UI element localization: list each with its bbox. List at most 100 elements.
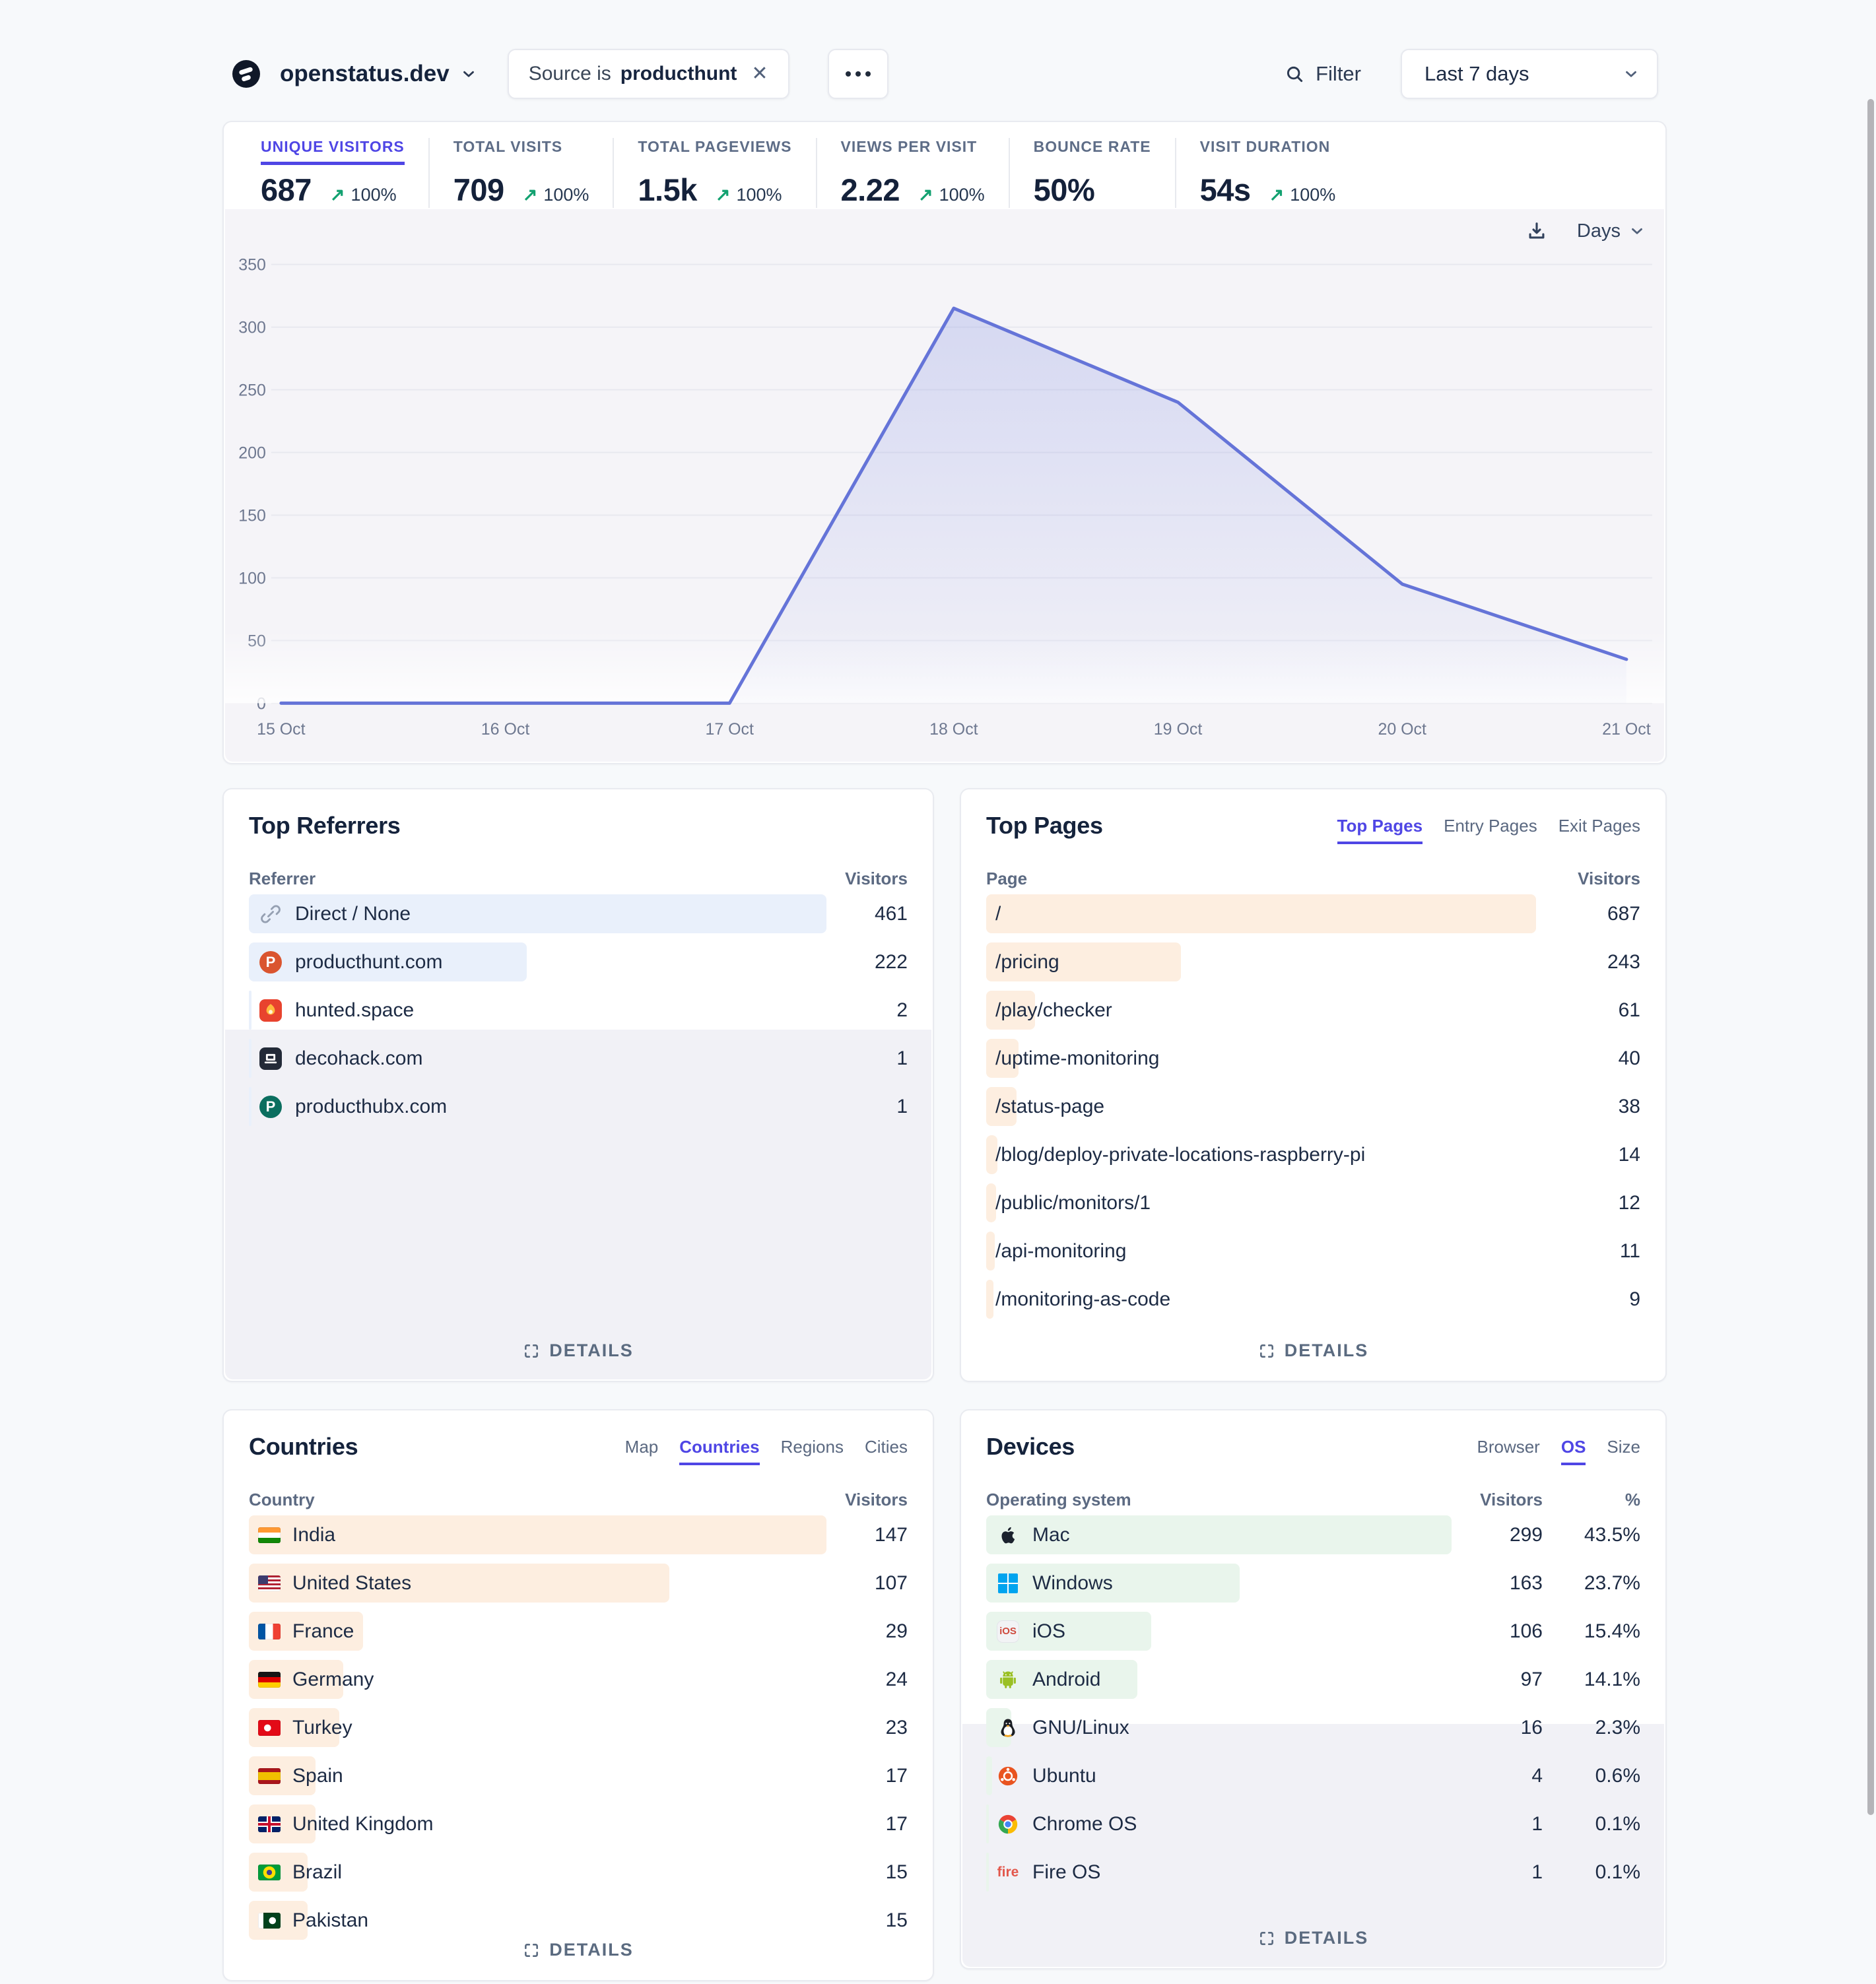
stat-total-pageviews[interactable]: TOTAL PAGEVIEWS 1.5k ↗ 100%: [613, 138, 815, 208]
page-row[interactable]: /pricing 243: [986, 938, 1640, 986]
os-row[interactable]: GNU/Linux 16 2.3%: [986, 1703, 1640, 1752]
us-flag-icon: [258, 1575, 281, 1591]
details-button[interactable]: DETAILS: [224, 1940, 933, 1960]
row-label: Mac: [1032, 1523, 1070, 1546]
producthunt-icon: P: [258, 950, 283, 975]
page-row[interactable]: /play/checker 61: [986, 986, 1640, 1034]
row-value: 1: [896, 1047, 908, 1069]
value-bar: [986, 1087, 1017, 1126]
country-row[interactable]: France 29: [249, 1607, 908, 1655]
tab-browser[interactable]: Browser: [1477, 1437, 1539, 1465]
country-row[interactable]: Pakistan 15: [249, 1896, 908, 1944]
country-row[interactable]: Turkey 23: [249, 1703, 908, 1752]
more-button[interactable]: [827, 49, 888, 99]
stat-visit-duration[interactable]: VISIT DURATION 54s ↗ 100%: [1174, 138, 1360, 208]
svg-text:250: 250: [238, 381, 266, 400]
tab-cities[interactable]: Cities: [865, 1437, 908, 1465]
interval-value: Days: [1576, 220, 1621, 242]
os-row[interactable]: fire Fire OS 1 0.1%: [986, 1848, 1640, 1896]
os-row[interactable]: Chrome OS 1 0.1%: [986, 1800, 1640, 1848]
os-row[interactable]: Ubuntu 4 0.6%: [986, 1752, 1640, 1800]
row-percent: 43.5%: [1584, 1523, 1640, 1546]
referrer-row[interactable]: decohack.com 1: [249, 1034, 908, 1082]
site-switcher[interactable]: openstatus.dev: [280, 61, 477, 87]
page-row[interactable]: /monitoring-as-code 9: [986, 1275, 1640, 1323]
devices-tabs: Browser OS Size: [1477, 1437, 1640, 1465]
country-row[interactable]: India 147: [249, 1511, 908, 1559]
filter-button[interactable]: Filter: [1284, 62, 1361, 86]
stat-label: TOTAL PAGEVIEWS: [638, 138, 792, 155]
interval-select[interactable]: Days: [1577, 220, 1646, 242]
remove-filter-icon[interactable]: ✕: [751, 63, 768, 84]
tab-entry-pages[interactable]: Entry Pages: [1444, 816, 1537, 844]
value-bar: [986, 1135, 997, 1174]
row-value: 243: [1607, 950, 1640, 973]
stat-views-per-visit[interactable]: VIEWS PER VISIT 2.22 ↗ 100%: [815, 138, 1009, 208]
download-icon: [1529, 222, 1545, 239]
date-range-select[interactable]: Last 7 days: [1401, 49, 1658, 99]
value-bar: [249, 1515, 826, 1554]
details-button[interactable]: DETAILS: [961, 1340, 1665, 1361]
referrer-row[interactable]: hunted.space 2: [249, 986, 908, 1034]
card-title: Devices: [986, 1433, 1075, 1460]
export-button[interactable]: [1525, 220, 1548, 242]
value-bar: [249, 942, 527, 981]
page-row[interactable]: /uptime-monitoring 40: [986, 1034, 1640, 1082]
up-arrow-icon: ↗: [522, 185, 538, 205]
tab-regions[interactable]: Regions: [781, 1437, 844, 1465]
gb-flag-icon: [258, 1816, 281, 1832]
row-label: producthunt.com: [295, 950, 443, 973]
scrollbar-thumb[interactable]: [1867, 99, 1874, 1815]
in-flag-icon: [258, 1527, 281, 1543]
fireos-icon: fire: [997, 1864, 1019, 1880]
row-value: 106: [1509, 1620, 1543, 1642]
row-value: 107: [874, 1571, 908, 1594]
svg-text:200: 200: [238, 444, 266, 463]
value-bar: [986, 1756, 993, 1795]
stat-bounce-rate[interactable]: BOUNCE RATE 50%: [1008, 138, 1175, 208]
os-row[interactable]: Windows 163 23.7%: [986, 1559, 1640, 1607]
page-row[interactable]: /status-page 38: [986, 1082, 1640, 1131]
column-header: Visitors: [845, 1490, 908, 1509]
country-row[interactable]: United States 107: [249, 1559, 908, 1607]
visitors-overview-card: UNIQUE VISITORS 687 ↗ 100% TOTAL VISITS 709…: [222, 121, 1667, 764]
stat-unique-visitors[interactable]: UNIQUE VISITORS 687 ↗ 100%: [253, 138, 428, 208]
country-row[interactable]: Brazil 15: [249, 1848, 908, 1896]
topbar: openstatus.dev Source is producthunt ✕ F…: [232, 46, 1658, 102]
row-value: 2: [896, 999, 908, 1021]
filter-chip-source[interactable]: Source is producthunt ✕: [507, 49, 789, 99]
referrer-row[interactable]: Direct / None 461: [249, 890, 908, 938]
svg-text:350: 350: [238, 256, 266, 275]
details-button[interactable]: DETAILS: [961, 1928, 1665, 1948]
stat-total-visits[interactable]: TOTAL VISITS 709 ↗ 100%: [428, 138, 613, 208]
empty-zone: [225, 1030, 931, 1379]
page-row[interactable]: /api-monitoring 11: [986, 1227, 1640, 1275]
row-value: 299: [1509, 1523, 1543, 1546]
country-row[interactable]: Germany 24: [249, 1655, 908, 1703]
os-row[interactable]: iOS iOS 106 15.4%: [986, 1607, 1640, 1655]
value-bar: [249, 991, 251, 1030]
tab-os[interactable]: OS: [1560, 1437, 1586, 1465]
tab-size[interactable]: Size: [1607, 1437, 1640, 1465]
column-header: %: [1625, 1490, 1640, 1509]
details-button[interactable]: DETAILS: [224, 1340, 933, 1361]
country-row[interactable]: Spain 17: [249, 1752, 908, 1800]
page-row[interactable]: / 687: [986, 890, 1640, 938]
page-row[interactable]: /public/monitors/1 12: [986, 1179, 1640, 1227]
tab-countries[interactable]: Countries: [679, 1437, 760, 1465]
de-flag-icon: [258, 1671, 281, 1688]
os-row[interactable]: Mac 299 43.5%: [986, 1511, 1640, 1559]
row-label: GNU/Linux: [1032, 1716, 1129, 1738]
tab-top-pages[interactable]: Top Pages: [1337, 816, 1423, 844]
tab-map[interactable]: Map: [625, 1437, 659, 1465]
page-row[interactable]: /blog/deploy-private-locations-raspberry…: [986, 1131, 1640, 1179]
site-name: openstatus.dev: [280, 61, 450, 86]
tab-exit-pages[interactable]: Exit Pages: [1558, 816, 1640, 844]
column-header: Page: [986, 869, 1028, 888]
country-row[interactable]: United Kingdom 17: [249, 1800, 908, 1848]
os-row[interactable]: Android 97 14.1%: [986, 1655, 1640, 1703]
